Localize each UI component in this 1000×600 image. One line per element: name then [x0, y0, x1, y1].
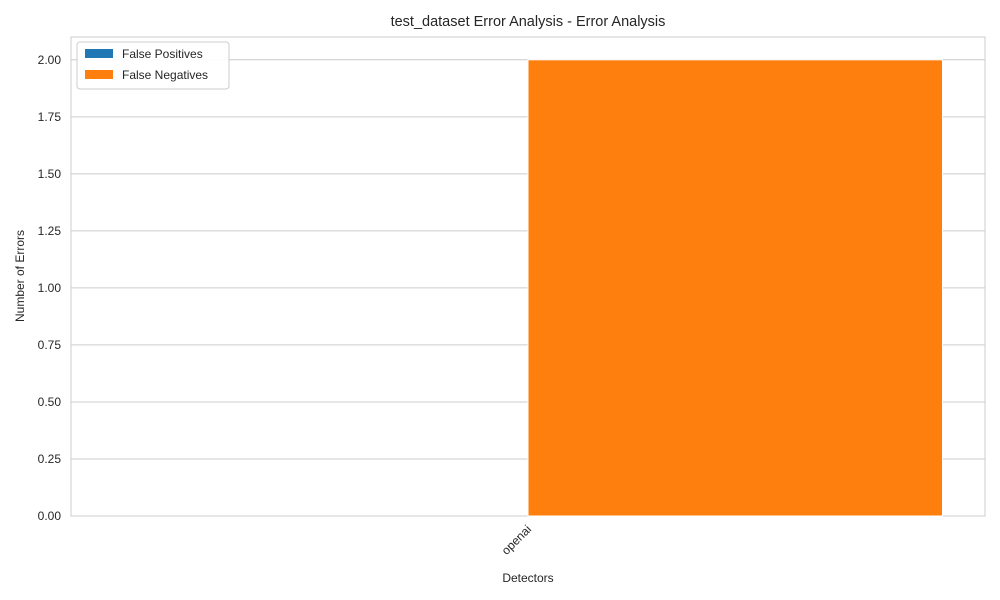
legend: False Positives False Negatives: [76, 41, 230, 90]
legend-swatch-false-positives: [85, 49, 113, 58]
legend-box: [76, 41, 230, 90]
x-tick-labels: openai: [499, 522, 534, 557]
legend-label-false-negatives: False Negatives: [122, 68, 208, 82]
y-tick-label: 1.25: [38, 224, 62, 238]
y-tick-label: 0.00: [38, 509, 62, 523]
x-tick-label: openai: [499, 522, 534, 557]
y-tick-label: 2.00: [38, 53, 62, 67]
y-tick-label: 1.50: [38, 167, 62, 181]
y-tick-label: 0.25: [38, 452, 62, 466]
bars: [527, 59, 943, 517]
y-tick-label: 1.75: [38, 110, 62, 124]
y-tick-label: 0.75: [38, 338, 62, 352]
y-tick-labels: 0.00 0.25 0.50 0.75 1.00 1.25 1.50 1.75 2.00: [38, 53, 62, 523]
y-tick-label: 1.00: [38, 281, 62, 295]
legend-label-false-positives: False Positives: [122, 47, 203, 61]
bar-false-negatives-openai: [527, 59, 943, 517]
legend-swatch-false-negatives: [85, 70, 113, 79]
chart-title: test_dataset Error Analysis - Error Anal…: [391, 14, 666, 30]
x-axis-label: Detectors: [502, 571, 553, 585]
y-tick-label: 0.50: [38, 395, 62, 409]
y-axis-label: Number of Errors: [13, 230, 27, 322]
